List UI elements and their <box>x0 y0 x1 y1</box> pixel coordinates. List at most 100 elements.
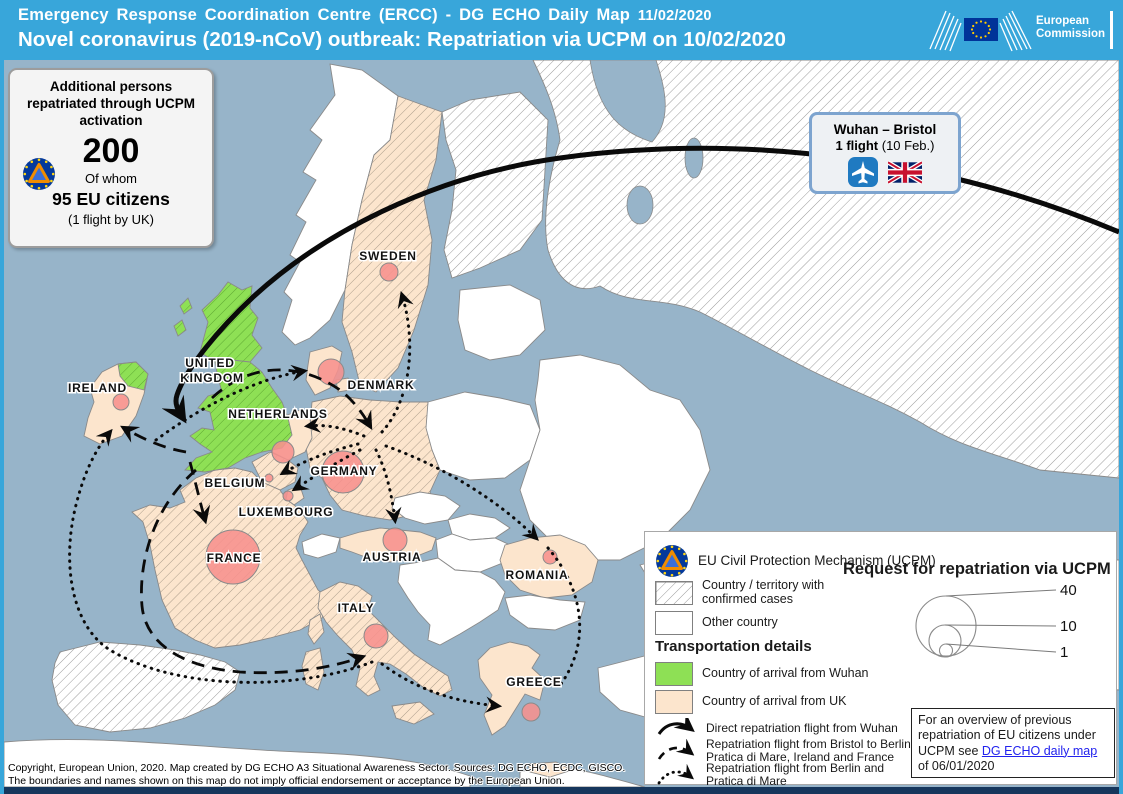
previous-map-note: For an overview of previous repatriation… <box>911 708 1115 778</box>
country-bulgaria <box>504 594 586 631</box>
legend-box: EU Civil Protection Mechanism (UCPM) Cou… <box>644 531 1117 788</box>
region-west-balkans <box>397 557 506 646</box>
uk-flag-icon <box>888 160 922 184</box>
arc-to-denmark <box>154 364 309 442</box>
peach-swatch <box>655 690 693 714</box>
scale-circle-40 <box>915 595 977 657</box>
stats-flight-note: (1 flight by UK) <box>68 211 154 227</box>
france-corsica <box>307 613 325 645</box>
green-swatch <box>655 662 693 686</box>
legend-row-confirmed: Country / territory with confirmed cases <box>655 578 852 606</box>
country-label-luxembourg: LUXEMBOURG <box>239 505 334 519</box>
header-bar: Emergency Response Coordination Centre (… <box>0 0 1123 60</box>
arc-bristol-to-france <box>188 461 211 525</box>
legend-other-label: Other country <box>702 615 778 630</box>
request-bubble-belgium <box>264 473 274 483</box>
solid-arc-symbol <box>657 718 695 735</box>
greece-crete <box>527 761 574 778</box>
stats-of-whom: Of whom <box>84 170 137 186</box>
lake-ladoga <box>626 185 654 225</box>
dg-echo-daily-map-link[interactable]: DG ECHO daily map <box>981 743 1098 758</box>
arc-berlin-to-sweden <box>380 291 414 434</box>
lake-onega <box>684 137 704 179</box>
country-norway <box>281 63 399 346</box>
legend-row-flight-wuhan: Direct repatriation flight from Wuhan <box>655 718 898 738</box>
region-belarus-ukraine <box>519 354 711 561</box>
request-bubble-austria <box>382 527 408 553</box>
white-swatch <box>655 611 693 635</box>
request-bubble-ireland <box>112 393 130 411</box>
uk-northern-ireland <box>117 361 149 391</box>
copyright-text: Copyright, European Union, 2020. Map cre… <box>8 762 625 788</box>
scale-label-10: 10 <box>1060 618 1077 635</box>
country-label-germany: GERMANY <box>311 464 378 478</box>
callout-date: (10 Feb.) <box>878 138 935 153</box>
request-bubble-france <box>205 529 261 585</box>
legend-confirmed-label: Country / territory with confirmed cases <box>702 578 825 606</box>
scale-circle-1 <box>938 643 954 658</box>
country-label-belgium: BELGIUM <box>205 476 266 490</box>
country-label-sweden: SWEDEN <box>359 249 416 263</box>
country-romania <box>499 534 599 599</box>
copyright-line2: The boundaries and names shown on this m… <box>8 775 565 788</box>
request-bubble-romania <box>542 549 558 565</box>
italy-sicily <box>391 701 435 725</box>
header-title-line1: Emergency Response Coordination Centre (… <box>18 6 712 25</box>
region-baltics <box>457 284 546 361</box>
request-bubble-denmark <box>317 358 345 386</box>
ucpm-icon <box>22 157 56 196</box>
ucpm-icon <box>656 545 688 577</box>
region-north-africa <box>4 739 471 787</box>
dashed-arc-symbol <box>657 738 695 760</box>
flight-arcs-layer <box>68 145 1119 713</box>
header-title-line2: Novel coronavirus (2019-nCoV) outbreak: … <box>18 28 786 51</box>
legend-transport-title: Transportation details <box>655 638 812 655</box>
bottom-navy-bar <box>4 787 1119 794</box>
legend-flight-berlin-label: Repatriation flight from Berlin and Prat… <box>706 761 885 788</box>
legend-ucpm-label: EU Civil Protection Mechanism (UCPM) <box>698 552 936 568</box>
bubble-scale-title: Request for repatriation via UCPM <box>843 560 1111 578</box>
stats-eu-citizens: 95 EU citizens <box>52 188 170 209</box>
legend-row-other: Other country <box>655 611 778 635</box>
header-title-text: Emergency Response Coordination Centre (… <box>18 6 631 24</box>
callout-route: Wuhan – Bristol <box>833 122 937 137</box>
stats-title: Additional persons repatriated through U… <box>26 79 195 128</box>
legend-row-arrival-uk: Country of arrival from UK <box>655 690 846 714</box>
request-bubble-netherlands <box>271 440 295 464</box>
request-bubbles-layer <box>112 262 558 722</box>
legend-row-flight-berlin: Repatriation flight from Berlin and Prat… <box>655 762 906 788</box>
arc-ellipse-east-side <box>546 546 582 690</box>
legend-row-flight-bristol: Repatriation flight from Bristol to Berl… <box>655 738 926 764</box>
wuhan-bristol-callout: Wuhan – Bristol 1 flight (10 Feb.) <box>809 112 961 194</box>
italy-sardinia <box>301 647 325 691</box>
legend-row-ucpm: EU Civil Protection Mechanism (UCPM) <box>655 544 936 578</box>
callout-flights: 1 flight (10 Feb.) <box>812 138 958 153</box>
header-date: 11/02/2020 <box>637 8 712 24</box>
request-bubble-luxembourg <box>282 490 294 502</box>
country-label-austria: AUSTRIA <box>363 550 422 564</box>
request-bubble-italy <box>363 623 389 649</box>
stats-total: 200 <box>82 131 140 170</box>
country-switzerland <box>301 533 341 559</box>
country-label-france: FRANCE <box>207 551 262 565</box>
legend-arrival-wuhan-label: Country of arrival from Wuhan <box>702 666 869 681</box>
ec-logo-text: European Commission <box>1036 15 1105 41</box>
scale-label-1: 1 <box>1060 644 1068 661</box>
country-label-romania: ROMANIA <box>506 568 569 582</box>
note-text-after: of 06/01/2020 <box>918 758 995 773</box>
country-label-kingdom: KINGDOM <box>180 371 244 385</box>
bubble-scale: 40 10 1 <box>915 582 1077 661</box>
country-label-netherlands: NETHERLANDS <box>228 407 327 421</box>
arc-pratica-to-ireland <box>68 428 374 684</box>
uk-hebrides <box>179 297 193 315</box>
arc-berlin-to-luxembourg <box>291 448 362 492</box>
hatched-swatch <box>655 580 693 605</box>
repatriation-stats-box: Additional persons repatriated through U… <box>8 68 214 248</box>
scale-label-40: 40 <box>1060 582 1077 599</box>
dotted-arc-symbol <box>657 763 695 785</box>
ec-logo-line2: Commission <box>1036 28 1106 41</box>
country-finland <box>441 91 549 279</box>
arc-bristol-to-ireland <box>120 425 187 454</box>
country-label-ireland: IRELAND <box>68 381 127 395</box>
